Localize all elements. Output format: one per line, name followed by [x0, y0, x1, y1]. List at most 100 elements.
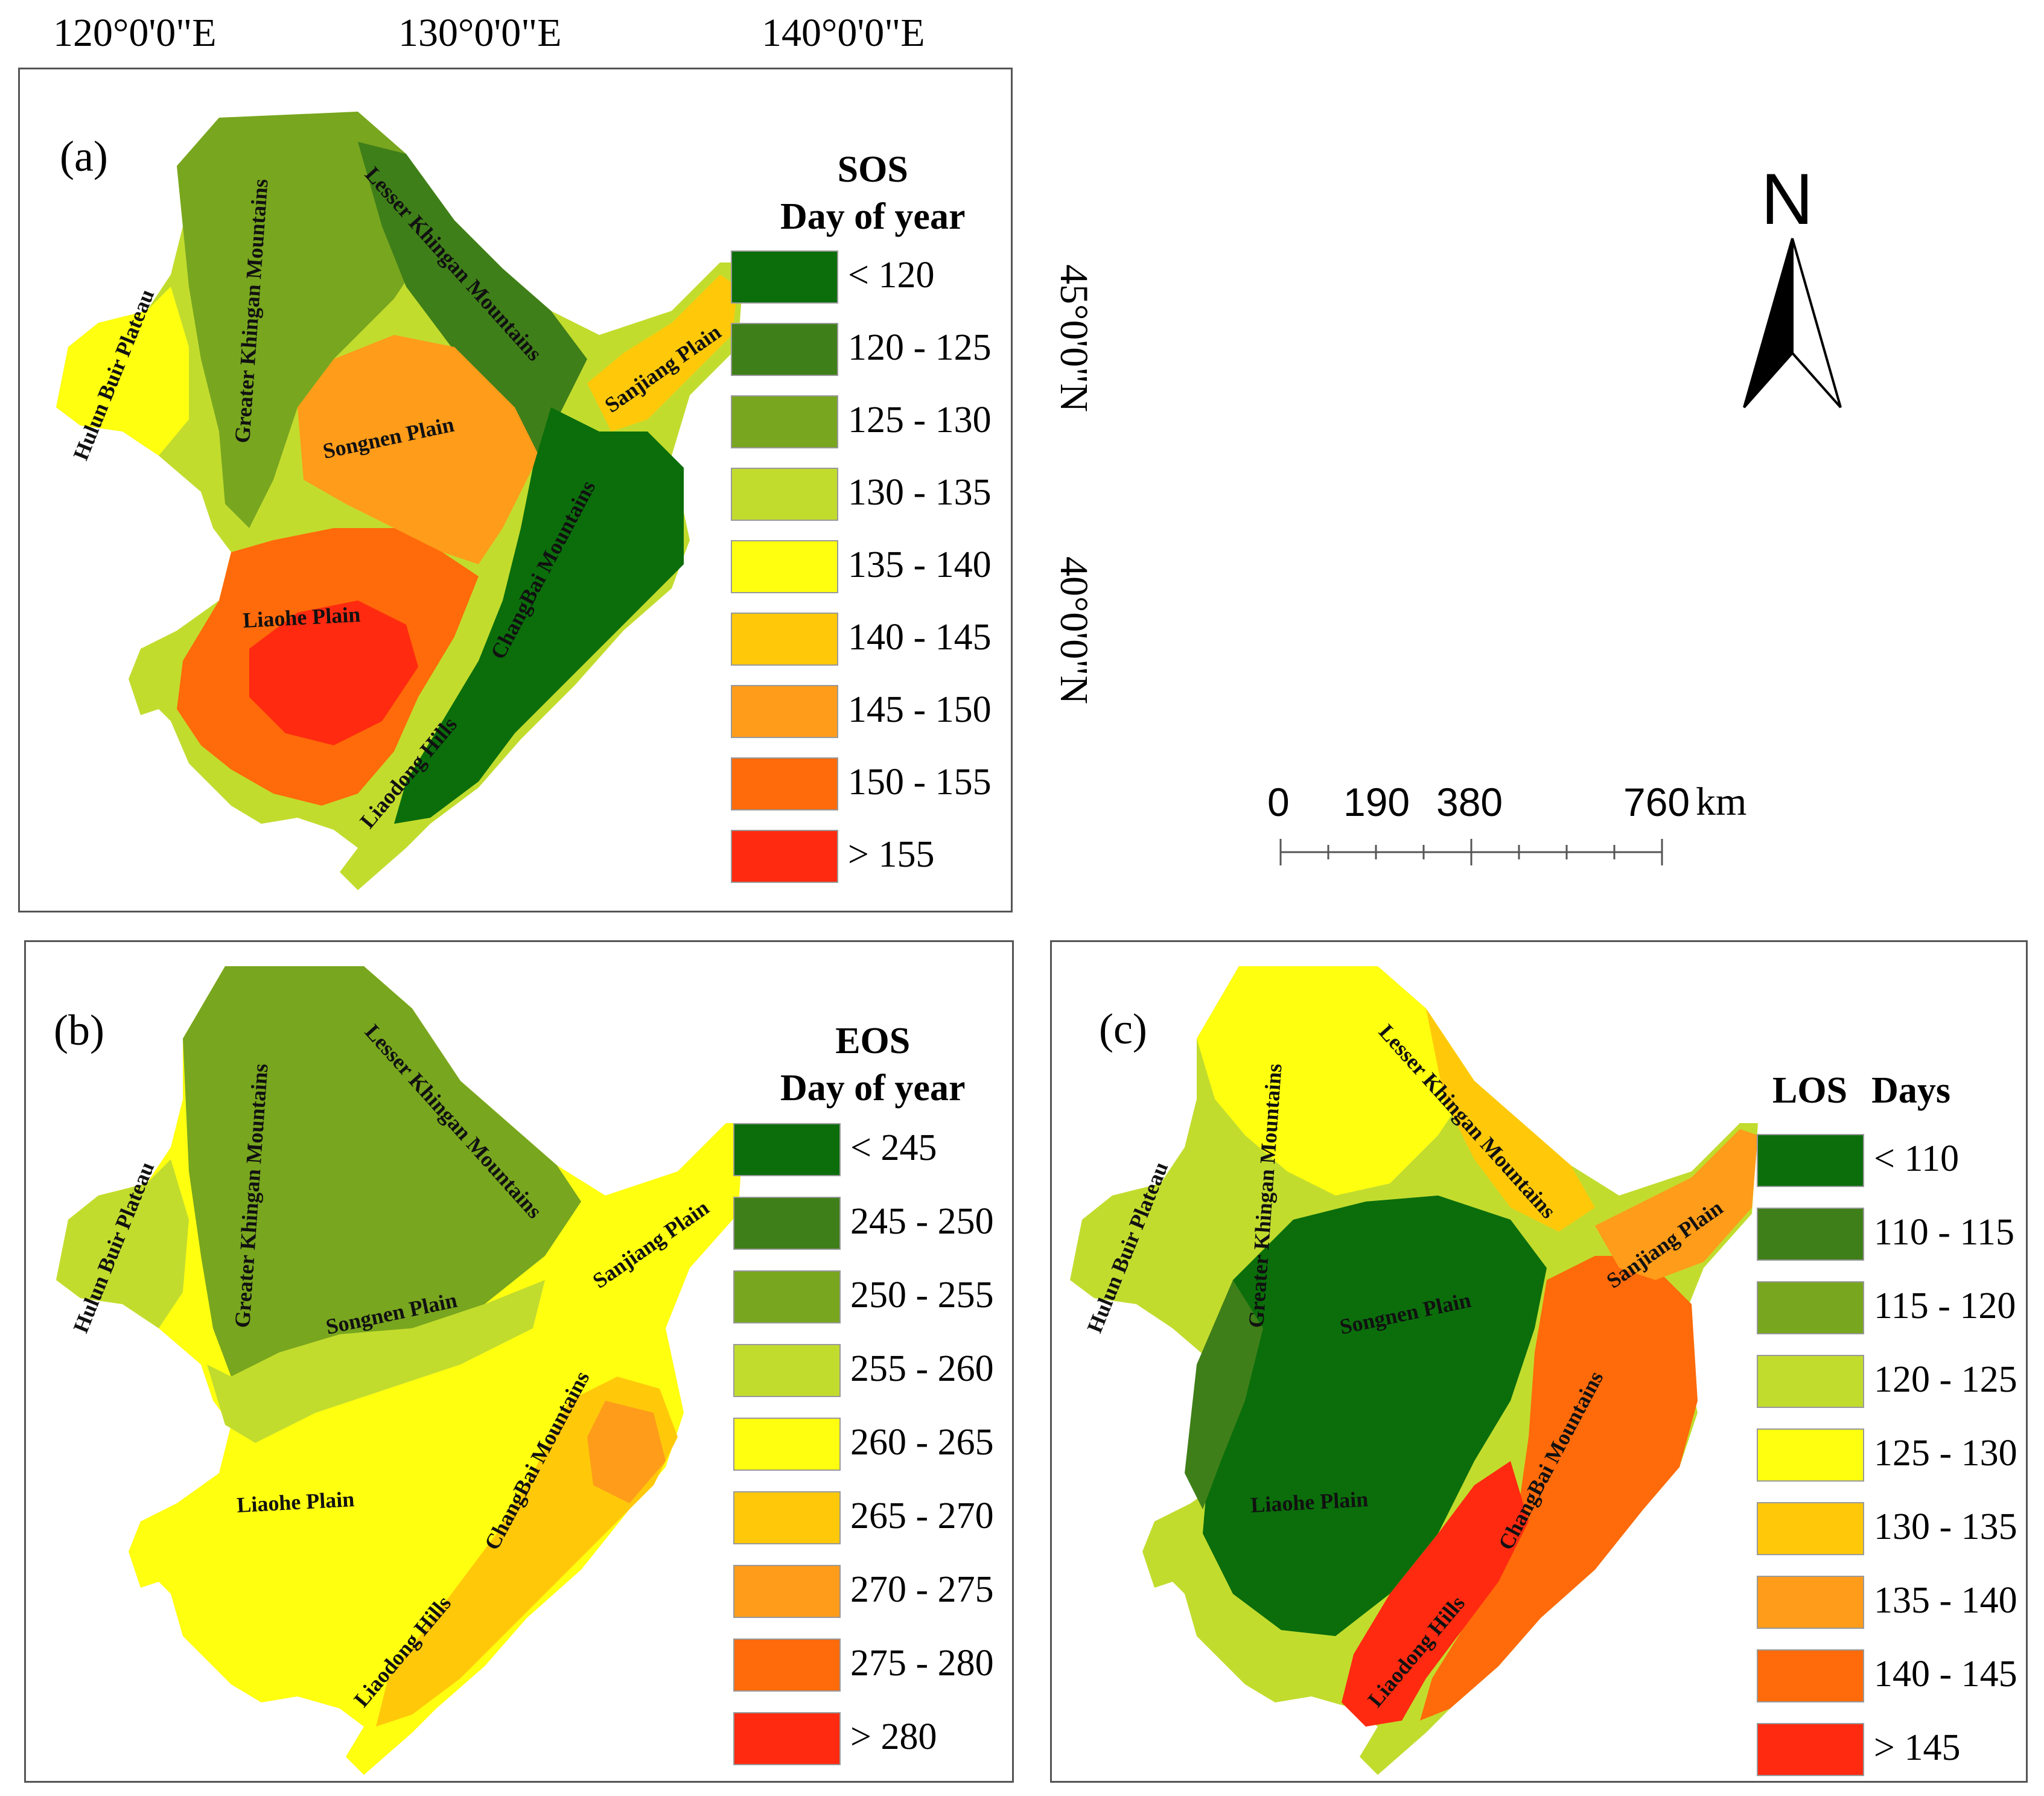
los-legend-title: LOS Days	[1772, 1068, 1950, 1115]
eos-hulun-zone	[56, 1159, 189, 1328]
los-central-darkgreen-zone	[1203, 1196, 1547, 1636]
los-legend-item: 120 - 125	[1757, 1355, 2044, 1408]
sos-legend-item: 120 - 125	[731, 323, 1033, 376]
sos-legend-label: > 155	[848, 834, 935, 875]
sos-legend-label: 125 - 130	[848, 400, 992, 441]
sos-legend-swatch	[731, 468, 838, 521]
los-legend-label: 115 - 120	[1874, 1285, 2016, 1326]
los-legend-item: 115 - 120	[1757, 1281, 2044, 1334]
los-legend-swatch	[1757, 1208, 1864, 1261]
los-legend-title-b: Days	[1871, 1070, 1950, 1111]
sos-legend-label: < 120	[848, 255, 935, 296]
sos-legend-label: 130 - 135	[848, 472, 992, 513]
eos-legend-item: > 280	[733, 1712, 1035, 1765]
eos-map: Hulun Buir Plateau Greater Khingan Mount…	[56, 966, 744, 1775]
los-legend-item: > 145	[1757, 1723, 2044, 1776]
los-legend-label: 125 - 130	[1874, 1433, 2017, 1474]
north-arrow-letter: N	[1761, 159, 1813, 240]
los-legend-swatch	[1757, 1723, 1864, 1776]
sos-legend-item: 145 - 150	[731, 685, 1033, 738]
eos-legend-swatch	[733, 1491, 841, 1544]
eos-legend-swatch	[733, 1712, 841, 1765]
sos-legend-title-line2: Day of year	[780, 196, 966, 237]
eos-legend-label: 250 - 255	[850, 1275, 994, 1316]
sos-legend-swatch	[731, 540, 838, 593]
los-legend-item: 135 - 140	[1757, 1576, 2044, 1629]
eos-legend-item: 245 - 250	[733, 1197, 1035, 1250]
sos-legend-swatch	[731, 830, 838, 883]
los-legend-title-a: LOS	[1772, 1070, 1848, 1111]
los-sanjiang-zone	[1595, 1129, 1758, 1280]
lon-label-130: 130°0'0"E	[398, 11, 562, 55]
lon-label-140: 140°0'0"E	[762, 11, 925, 55]
los-map: Hulun Buir Plateau Greater Khingan Mount…	[1070, 966, 1758, 1775]
los-legend-item: 130 - 135	[1757, 1502, 2044, 1555]
sos-legend-item: 150 - 155	[731, 757, 1033, 810]
panel-c-label: (c)	[1099, 1005, 1147, 1053]
eos-changbai-deep-zone	[587, 1401, 666, 1503]
panel-b-eos: Hulun Buir Plateau Greater Khingan Mount…	[24, 940, 1014, 1783]
sos-greater-khingan-zone	[177, 112, 442, 528]
eos-legend-item: 260 - 265	[733, 1418, 1035, 1471]
los-lesser-zone	[1426, 1008, 1595, 1232]
sos-legend-swatch	[731, 250, 838, 304]
eos-legend-swatch	[733, 1565, 841, 1618]
sos-lesser-khingan-zone	[358, 142, 587, 456]
sos-legend-label: 120 - 125	[848, 327, 992, 368]
eos-legend-title-line1: EOS	[835, 1021, 911, 1062]
los-legend-label: 135 - 140	[1874, 1580, 2017, 1621]
panel-a-label: (a)	[60, 132, 108, 180]
eos-legend-item: 275 - 280	[733, 1638, 1035, 1692]
sos-map: Hulun Buir Plateau Greater Khingan Mount…	[56, 112, 744, 890]
sos-changbai-zone	[394, 407, 684, 824]
sos-legend-swatch	[731, 613, 838, 666]
lat-label-40: 40°0'0"N	[1052, 556, 1096, 704]
los-legend-item: 125 - 130	[1757, 1428, 2044, 1482]
los-legend-item: < 110	[1757, 1134, 2044, 1187]
scale-bar	[1279, 839, 1663, 865]
sos-legend-item: 140 - 145	[731, 613, 1033, 666]
eos-legend-item: 265 - 270	[733, 1491, 1035, 1544]
eos-legend-swatch	[733, 1638, 841, 1692]
sos-legend-item: 125 - 130	[731, 395, 1033, 448]
los-legend-item: 140 - 145	[1757, 1649, 2044, 1702]
eos-legend-label: > 280	[850, 1716, 937, 1757]
los-legend-label: > 145	[1874, 1727, 1961, 1768]
scale-tick-760: 760	[1623, 780, 1690, 824]
los-legend-swatch	[1757, 1576, 1864, 1629]
los-legend-swatch	[1757, 1134, 1864, 1187]
panel-b-label: (b)	[54, 1006, 104, 1054]
sos-legend-title-line1: SOS	[837, 149, 908, 190]
eos-north-green-zone	[183, 966, 581, 1377]
sos-legend-title: SOS Day of year	[780, 147, 965, 240]
eos-legend-label: 260 - 265	[850, 1422, 994, 1463]
los-legend-swatch	[1757, 1649, 1864, 1702]
los-legend-label: < 110	[1874, 1138, 1960, 1179]
los-legend-swatch	[1757, 1428, 1864, 1482]
eos-legend-label: 245 - 250	[850, 1201, 994, 1242]
eos-legend-item: 270 - 275	[733, 1565, 1035, 1618]
sos-legend-label: 145 - 150	[848, 689, 992, 730]
sos-legend-swatch	[731, 685, 838, 738]
sos-legend-item: > 155	[731, 830, 1033, 883]
scale-unit: km	[1696, 780, 1747, 824]
los-legend-item: 110 - 115	[1757, 1208, 2044, 1261]
scale-tick-190: 190	[1343, 780, 1410, 824]
eos-legend-label: 265 - 270	[850, 1495, 994, 1536]
eos-legend-swatch	[733, 1344, 841, 1397]
sos-legend-swatch	[731, 757, 838, 810]
los-legend-swatch	[1757, 1281, 1864, 1334]
eos-legend-item: 250 - 255	[733, 1270, 1035, 1323]
eos-legend-label: < 245	[850, 1127, 937, 1168]
sos-legend-item: 130 - 135	[731, 468, 1033, 521]
sos-hulun-zone	[56, 287, 189, 456]
sos-sanjiang-zone	[587, 275, 738, 431]
sos-legend-swatch	[731, 323, 838, 376]
los-legend-label: 140 - 145	[1874, 1654, 2017, 1695]
eos-legend-label: 275 - 280	[850, 1643, 994, 1684]
eos-legend-label: 270 - 275	[850, 1569, 994, 1610]
sos-liaohe-core	[249, 600, 418, 745]
los-legend-label: 110 - 115	[1874, 1212, 2015, 1253]
eos-legend-swatch	[733, 1270, 841, 1323]
eos-legend-title: EOS Day of year	[780, 1018, 965, 1112]
